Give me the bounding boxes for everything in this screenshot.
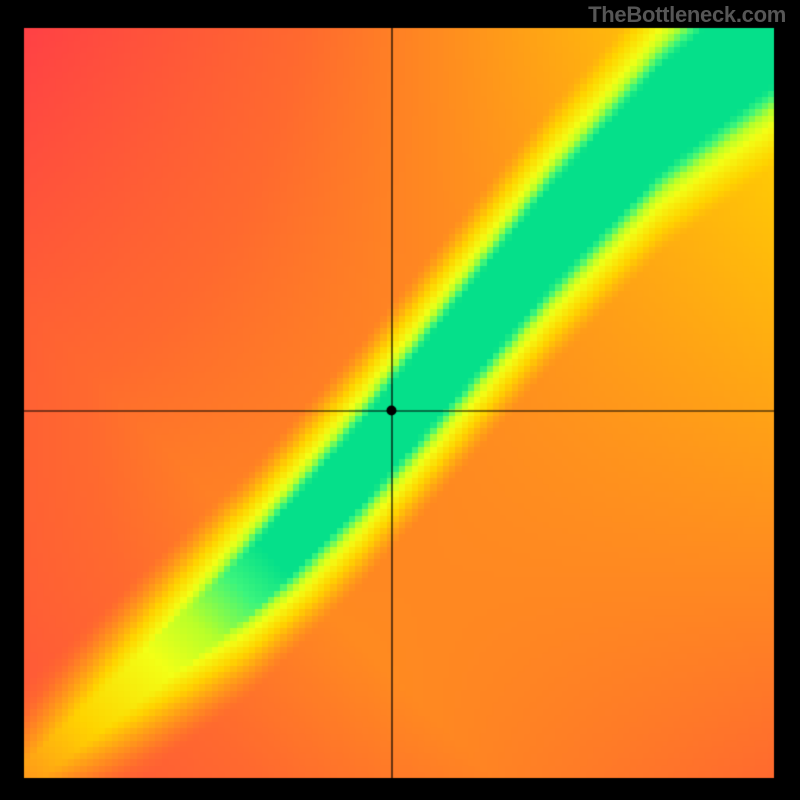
bottleneck-heatmap bbox=[0, 0, 800, 800]
watermark-text: TheBottleneck.com bbox=[588, 2, 786, 28]
